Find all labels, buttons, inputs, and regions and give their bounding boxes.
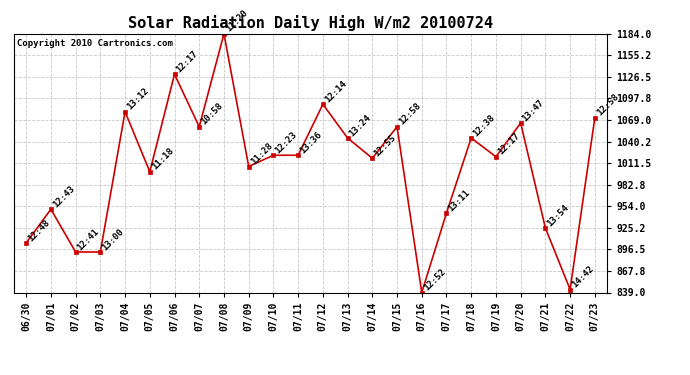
Text: 13:36: 13:36 — [298, 130, 324, 155]
Text: 12:17: 12:17 — [496, 131, 522, 157]
Text: 12:17: 12:17 — [175, 49, 200, 74]
Text: 11:28: 11:28 — [248, 141, 274, 166]
Text: 12:23: 12:23 — [273, 130, 299, 155]
Text: 10:58: 10:58 — [199, 101, 225, 127]
Text: 11:20: 11:20 — [224, 8, 249, 34]
Text: 12:58: 12:58 — [397, 101, 422, 127]
Text: 13:11: 13:11 — [446, 188, 472, 213]
Text: 13:12: 13:12 — [125, 86, 150, 112]
Text: 12:38: 12:38 — [471, 112, 497, 138]
Text: 12:55: 12:55 — [373, 133, 397, 158]
Title: Solar Radiation Daily High W/m2 20100724: Solar Radiation Daily High W/m2 20100724 — [128, 15, 493, 31]
Text: 13:47: 13:47 — [521, 98, 546, 123]
Text: 14:42: 14:42 — [570, 264, 595, 290]
Text: 13:24: 13:24 — [348, 112, 373, 138]
Text: Copyright 2010 Cartronics.com: Copyright 2010 Cartronics.com — [17, 39, 172, 48]
Text: 12:43: 12:43 — [51, 184, 77, 209]
Text: 13:54: 13:54 — [545, 202, 571, 228]
Text: 11:18: 11:18 — [150, 146, 175, 172]
Text: 12:14: 12:14 — [323, 79, 348, 104]
Text: 12:48: 12:48 — [26, 217, 52, 243]
Text: 12:58: 12:58 — [595, 92, 620, 118]
Text: 12:52: 12:52 — [422, 267, 447, 292]
Text: 13:00: 13:00 — [100, 226, 126, 252]
Text: 12:41: 12:41 — [76, 226, 101, 252]
